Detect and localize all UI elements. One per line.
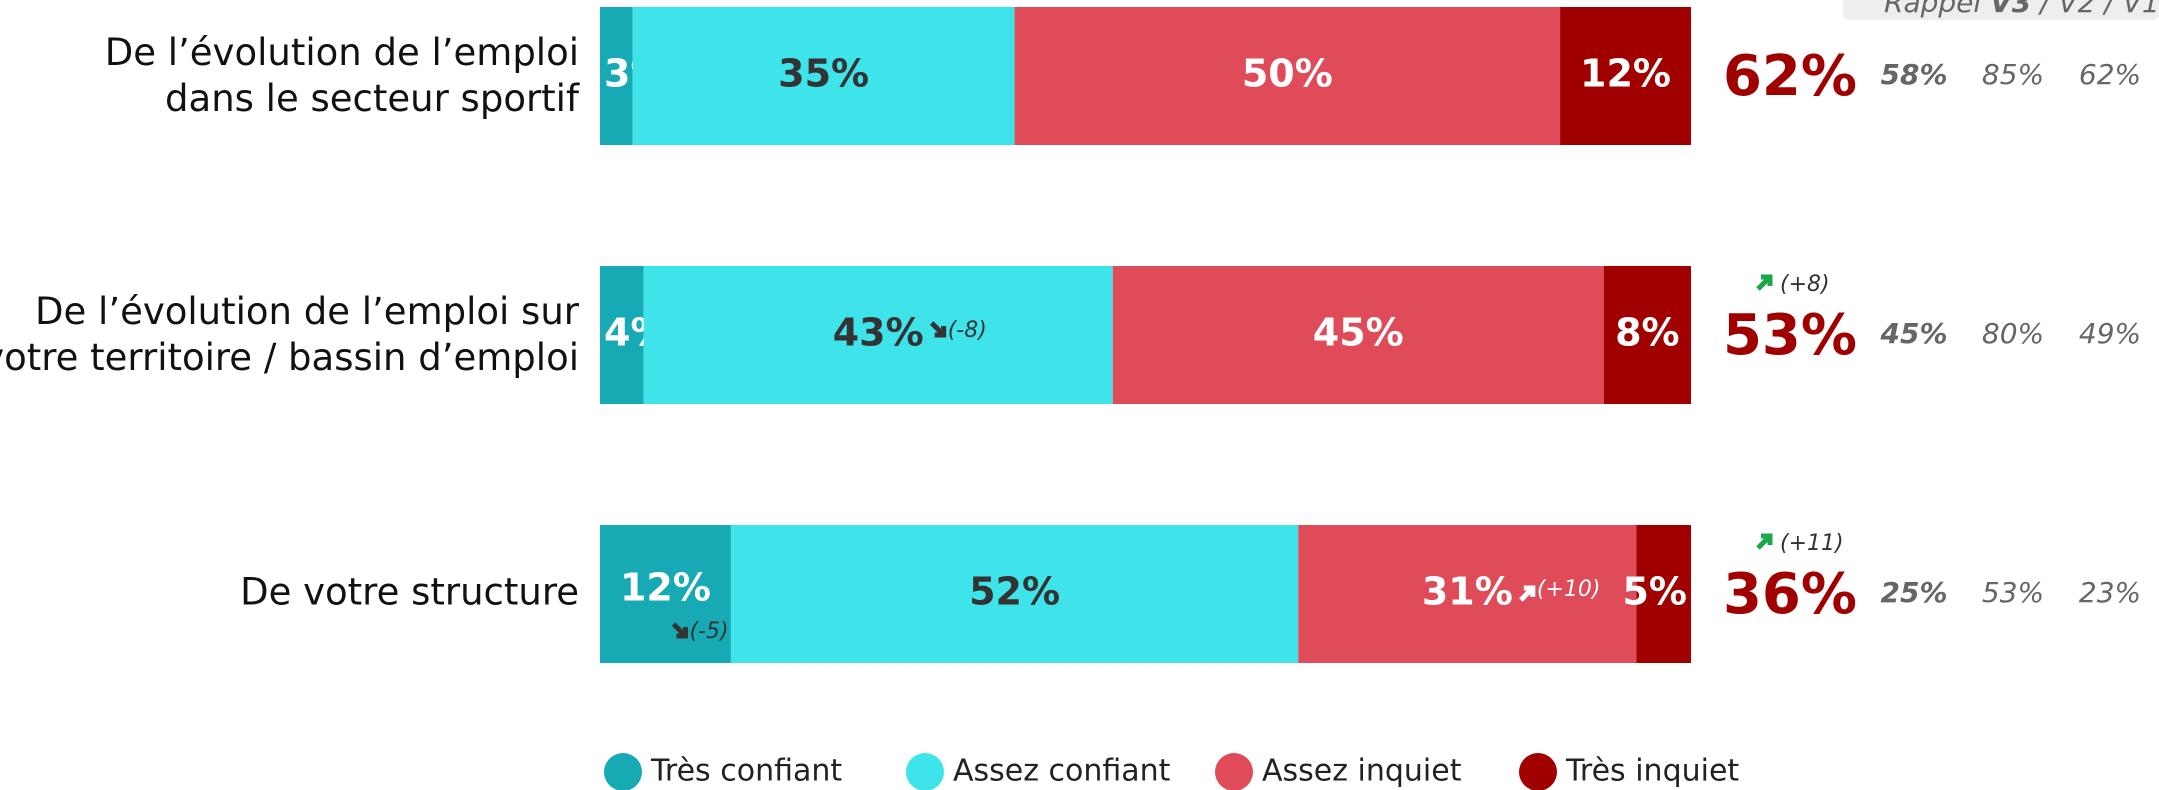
value-label: 12% <box>620 566 711 610</box>
bar-segment <box>1298 525 1637 663</box>
recall-header-box <box>1843 0 2159 20</box>
bar-segment <box>1014 7 1561 145</box>
value-label: 52% <box>969 570 1060 614</box>
total-label: 53% <box>1723 303 1857 368</box>
recall-value: 23% <box>2079 576 2141 609</box>
recall-column: V2 <box>2058 0 2095 19</box>
bar-segment <box>632 7 1015 145</box>
value-label: 31% <box>1422 570 1513 614</box>
value-label: 5% <box>1622 570 1687 614</box>
total-change-label: (+8) <box>1780 272 1830 297</box>
separator: / <box>2101 0 2116 19</box>
legend-marker <box>604 753 642 790</box>
legend-label: Très confiant <box>650 754 842 789</box>
change-label: (-5) <box>689 619 728 644</box>
bar-segment <box>1560 7 1691 145</box>
legend-label: Assez confiant <box>953 754 1171 789</box>
bar-segment <box>1636 525 1691 663</box>
change-arrow <box>1756 533 1773 550</box>
category-label: De l’évolution de l’emploi sur votre terr… <box>0 290 580 379</box>
bar-segment <box>600 525 731 663</box>
value-label: 35% <box>778 52 869 96</box>
bar-segment <box>730 525 1299 663</box>
recall-header: Rappel V3 / V2 / V1 <box>1884 0 2159 19</box>
bar-segment <box>1112 266 1604 404</box>
legend-marker <box>906 753 944 790</box>
recall-column: V1 <box>2123 0 2159 19</box>
value-label: 45% <box>1313 311 1404 355</box>
recall-value: 80% <box>1982 317 2044 350</box>
recall-column: V3 <box>1990 0 2031 19</box>
legend-label: Assez inquiet <box>1262 754 1462 789</box>
change-arrow <box>1756 274 1773 291</box>
legend-marker <box>1519 753 1557 790</box>
legend-label: Très inquiet <box>1565 754 1739 789</box>
bar-segment <box>643 266 1113 404</box>
recall-value: 45% <box>1879 317 1947 350</box>
recall-title: Rappel <box>1884 0 1981 19</box>
category-label: De votre structure <box>240 571 579 614</box>
recall-value: 62% <box>2079 58 2141 91</box>
separator: / <box>2037 0 2052 19</box>
change-label: (-8) <box>948 318 987 343</box>
recall-value: 25% <box>1880 576 1947 609</box>
change-label: (+10) <box>1537 577 1601 602</box>
recall-value: 85% <box>1982 58 2044 91</box>
recall-value: 49% <box>2079 317 2141 350</box>
recall-value: 53% <box>1982 576 2044 609</box>
value-label: 43% <box>833 311 924 355</box>
bar-segment <box>600 266 644 404</box>
bar-segment <box>600 7 633 145</box>
value-label: 50% <box>1242 52 1333 96</box>
change-arrow <box>671 622 688 639</box>
value-label: 12% <box>1580 52 1671 96</box>
legend-marker <box>1215 753 1253 790</box>
category-label: De l’évolution de l’emploi dans le secteu… <box>105 31 580 120</box>
recall-value: 58% <box>1880 58 1947 91</box>
bar-segment <box>1603 266 1691 404</box>
change-arrow <box>929 321 947 338</box>
total-label: 36% <box>1723 562 1857 627</box>
value-label: 8% <box>1615 311 1680 355</box>
total-label: 62% <box>1723 44 1857 109</box>
change-arrow <box>1519 585 1536 602</box>
total-change-label: (+11) <box>1780 531 1844 556</box>
